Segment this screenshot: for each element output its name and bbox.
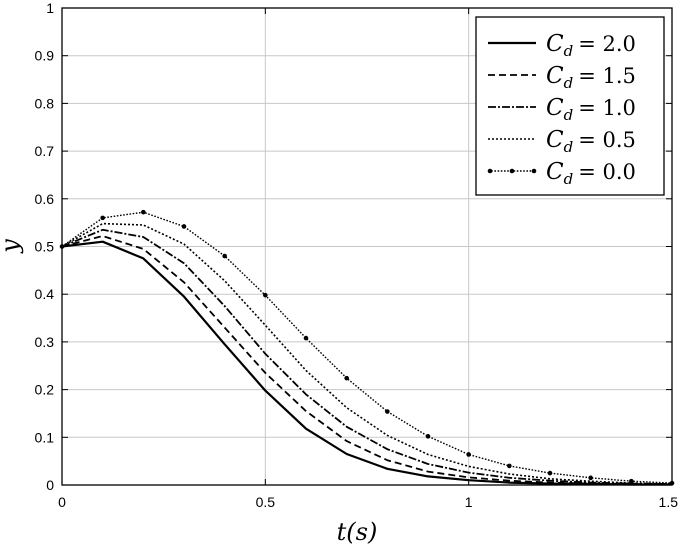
- y-axis-label: y: [0, 239, 24, 254]
- y-tick-label: 0.7: [35, 143, 55, 159]
- data-point: [100, 216, 105, 221]
- y-tick-label: 1: [46, 0, 54, 16]
- legend-entry-0: Cd = 2.0: [546, 31, 636, 60]
- legend-marker: [488, 169, 493, 174]
- x-tick-label: 1.5: [659, 494, 679, 510]
- legend-entry-4: Cd = 0.0: [546, 159, 636, 188]
- data-point: [304, 336, 309, 341]
- x-tick-label: 0.5: [256, 494, 276, 510]
- data-point: [588, 476, 593, 481]
- data-point: [466, 452, 471, 457]
- data-point: [548, 471, 553, 476]
- data-point: [182, 224, 187, 229]
- data-point: [507, 464, 512, 469]
- data-point: [141, 210, 146, 215]
- y-tick-label: 0.9: [35, 48, 55, 64]
- data-point: [629, 479, 634, 484]
- y-tick-label: 0.6: [35, 191, 55, 207]
- data-point: [222, 254, 227, 259]
- y-tick-label: 0.8: [35, 95, 55, 111]
- legend-marker: [510, 169, 515, 174]
- y-tick-label: 0.2: [35, 382, 55, 398]
- legend-entry-1: Cd = 1.5: [546, 63, 636, 92]
- legend-marker: [532, 169, 537, 174]
- data-point: [344, 376, 349, 381]
- data-point: [426, 434, 431, 439]
- x-tick-label: 1: [465, 494, 473, 510]
- y-tick-label: 0.1: [35, 429, 55, 445]
- y-tick-label: 0.3: [35, 334, 55, 350]
- data-point: [385, 409, 390, 414]
- y-tick-label: 0.4: [35, 286, 55, 302]
- x-tick-label: 0: [58, 494, 66, 510]
- legend: Cd = 2.0 Cd = 1.5 Cd = 1.0 Cd = 0.5 Cd = 0.0: [476, 17, 664, 195]
- data-point: [263, 293, 268, 298]
- y-tick-label: 0.5: [35, 239, 55, 255]
- x-axis-label: t(s): [337, 518, 378, 546]
- y-tick-label: 0: [46, 477, 54, 493]
- legend-entry-2: Cd = 1.0: [546, 95, 636, 124]
- legend-entry-3: Cd = 0.5: [546, 127, 636, 156]
